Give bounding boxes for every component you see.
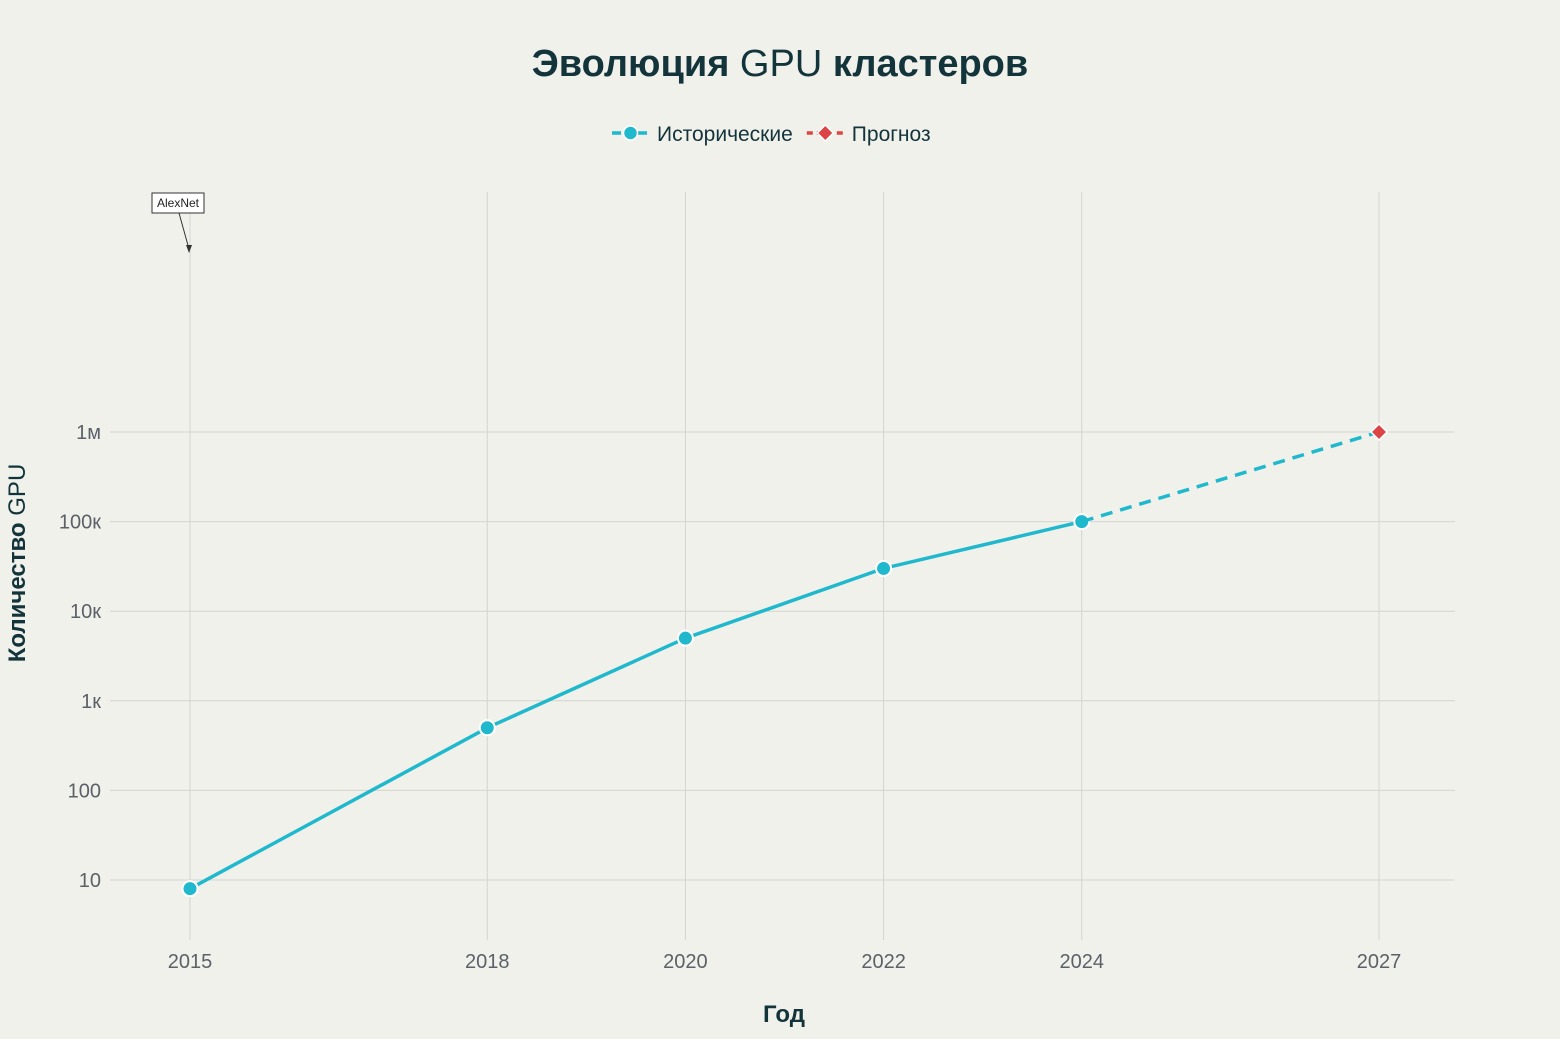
x-axis-title: Год: [763, 1001, 805, 1028]
legend-label: Прогноз: [852, 123, 931, 146]
annotation-label: AlexNet: [157, 196, 200, 210]
data-point[interactable]: [1369, 422, 1389, 442]
chart-title: Эволюция GPU кластеров: [532, 43, 1029, 85]
y-tick-label: 10к: [70, 601, 101, 623]
y-tick-label: 1к: [81, 691, 101, 713]
y-axis-title-part: GPU: [4, 464, 31, 516]
y-tick-label: 1м: [76, 422, 101, 444]
axes: 2015 2018 2020 2022 2024 2027 10 100 1к 10к 100к 1м: [59, 422, 1401, 973]
data-point[interactable]: [1073, 513, 1091, 531]
x-tick-label: 2022: [861, 951, 906, 973]
annotations: AlexNet: [151, 192, 205, 253]
x-tick-label: 2027: [1357, 951, 1402, 973]
legend-item[interactable]: Прогноз: [806, 123, 931, 146]
legend[interactable]: Исторические Прогноз: [612, 123, 931, 146]
y-tick-label: 100к: [59, 512, 101, 534]
legend-marker: [816, 123, 835, 143]
data-point[interactable]: [875, 559, 893, 577]
x-tick-label: 2018: [465, 951, 510, 973]
annotation-alexnet: AlexNet: [151, 192, 205, 253]
series-line: [189, 519, 1083, 891]
legend-item[interactable]: Исторические: [612, 123, 793, 146]
y-axis-title: Количество GPU: [4, 464, 31, 663]
chart-title-part: кластеров: [822, 43, 1028, 85]
y-tick-label: 10: [79, 870, 101, 892]
annotation-arrow: [178, 212, 190, 250]
legend-label: Исторические: [657, 123, 793, 146]
chart-title-part: Эволюция: [532, 43, 740, 85]
data-point[interactable]: [676, 629, 694, 647]
legend-marker: [622, 125, 639, 141]
annotation-box: [151, 192, 205, 214]
series-line: [1081, 430, 1380, 524]
data-point[interactable]: [478, 719, 496, 737]
y-axis-title-part: Количество: [4, 516, 31, 663]
x-tick-label: 2024: [1060, 951, 1105, 973]
series: [181, 422, 1389, 898]
x-tick-label: 2015: [168, 951, 213, 973]
x-tick-label: 2020: [663, 951, 708, 973]
grid: [110, 192, 1455, 940]
y-tick-label: 100: [68, 780, 101, 802]
annotation-arrowhead: [186, 245, 192, 253]
data-point[interactable]: [181, 880, 199, 898]
chart-title-part: GPU: [740, 43, 822, 85]
